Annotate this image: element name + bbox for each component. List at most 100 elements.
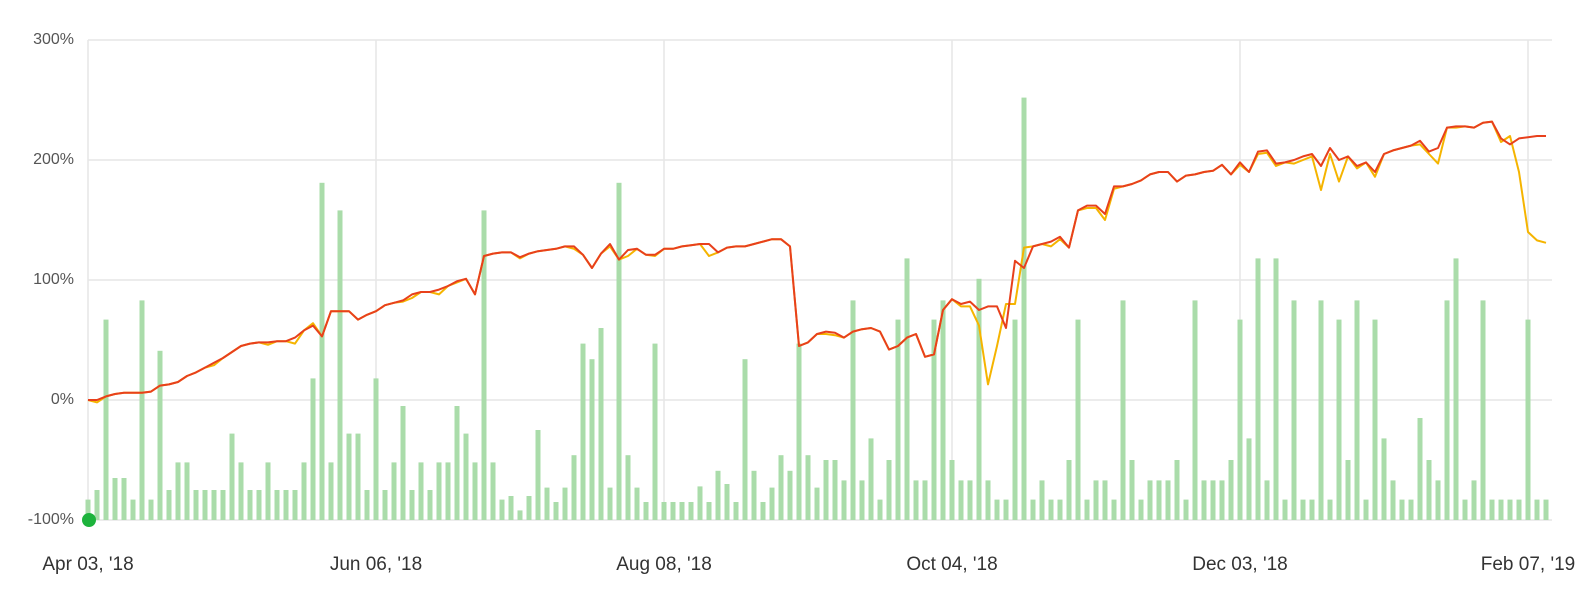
bar bbox=[832, 460, 838, 520]
bar bbox=[733, 502, 739, 520]
y-tick-label: -100% bbox=[28, 511, 74, 528]
start-marker bbox=[82, 513, 96, 527]
bar bbox=[949, 460, 955, 520]
bar bbox=[580, 343, 586, 520]
bar bbox=[670, 502, 676, 520]
bar bbox=[1228, 460, 1234, 520]
bar bbox=[175, 462, 181, 520]
bar bbox=[463, 433, 469, 520]
bar bbox=[958, 480, 964, 520]
bar bbox=[508, 496, 514, 520]
bar bbox=[616, 182, 622, 521]
bar bbox=[517, 510, 523, 520]
bar bbox=[859, 480, 865, 520]
bar bbox=[346, 433, 352, 520]
bar bbox=[967, 480, 973, 520]
bar bbox=[499, 499, 505, 520]
bar bbox=[139, 300, 145, 520]
bar bbox=[850, 300, 856, 520]
bar bbox=[553, 502, 559, 520]
bar bbox=[454, 406, 460, 520]
x-tick-label: Apr 03, '18 bbox=[42, 554, 133, 575]
bar bbox=[562, 487, 568, 520]
bar bbox=[652, 343, 658, 520]
bar bbox=[1093, 480, 1099, 520]
bar bbox=[1489, 499, 1495, 520]
bar bbox=[337, 210, 343, 520]
bar bbox=[85, 499, 91, 520]
bar bbox=[643, 502, 649, 520]
bar bbox=[229, 433, 235, 520]
bar bbox=[1219, 480, 1225, 520]
bar bbox=[328, 462, 334, 520]
bar bbox=[166, 490, 172, 520]
bar bbox=[931, 319, 937, 520]
bar bbox=[922, 480, 928, 520]
bar bbox=[1066, 460, 1072, 520]
bar bbox=[247, 490, 253, 520]
bar bbox=[1246, 438, 1252, 520]
bar bbox=[1471, 480, 1477, 520]
bar bbox=[796, 343, 802, 520]
bar bbox=[301, 462, 307, 520]
bar bbox=[418, 462, 424, 520]
x-tick-label: Dec 03, '18 bbox=[1192, 554, 1288, 575]
bar bbox=[409, 490, 415, 520]
bar bbox=[1516, 499, 1522, 520]
bar bbox=[481, 210, 487, 520]
bar bbox=[391, 462, 397, 520]
bar bbox=[742, 359, 748, 520]
bar bbox=[778, 455, 784, 520]
bar bbox=[1174, 460, 1180, 520]
bar bbox=[697, 486, 703, 520]
bar bbox=[319, 182, 325, 521]
line-series bbox=[87, 120, 1547, 404]
bar bbox=[706, 502, 712, 520]
bar bbox=[310, 378, 316, 520]
bar bbox=[1462, 499, 1468, 520]
bar bbox=[994, 499, 1000, 520]
bar bbox=[868, 438, 874, 520]
bar bbox=[1030, 499, 1036, 520]
bar bbox=[1417, 418, 1423, 520]
bar bbox=[688, 502, 694, 520]
bar bbox=[238, 462, 244, 520]
bar bbox=[121, 478, 127, 520]
bar bbox=[895, 319, 901, 520]
bar bbox=[1399, 499, 1405, 520]
bar bbox=[769, 487, 775, 520]
bar bbox=[364, 490, 370, 520]
bar bbox=[184, 462, 190, 520]
labels: -100% 0% 100% 200% 300% Apr 03, '18 Jun 06, '1… bbox=[28, 31, 1575, 575]
x-tick-label: Feb 07, '19 bbox=[1481, 554, 1575, 575]
bar bbox=[1273, 258, 1279, 520]
bar bbox=[841, 480, 847, 520]
line-series bbox=[88, 120, 1546, 401]
bar bbox=[1390, 480, 1396, 520]
grid bbox=[87, 39, 1552, 521]
bar bbox=[256, 490, 262, 520]
bar bbox=[103, 319, 109, 520]
bar bbox=[1453, 258, 1459, 520]
bar bbox=[544, 487, 550, 520]
bar bbox=[436, 462, 442, 520]
bar bbox=[679, 502, 685, 520]
bar bbox=[1192, 300, 1198, 520]
bar bbox=[382, 490, 388, 520]
bar bbox=[1300, 499, 1306, 520]
bar bbox=[1111, 499, 1117, 520]
bar bbox=[292, 490, 298, 520]
bar bbox=[1156, 480, 1162, 520]
bar bbox=[1534, 499, 1540, 520]
bar bbox=[724, 484, 730, 520]
bar bbox=[1363, 499, 1369, 520]
bar bbox=[1327, 499, 1333, 520]
y-tick-label: 0% bbox=[51, 391, 74, 408]
bar bbox=[1120, 300, 1126, 520]
bar bbox=[193, 490, 199, 520]
bar bbox=[1237, 319, 1243, 520]
bar bbox=[1381, 438, 1387, 520]
bar bbox=[355, 433, 361, 520]
bar bbox=[886, 460, 892, 520]
bar bbox=[220, 490, 226, 520]
